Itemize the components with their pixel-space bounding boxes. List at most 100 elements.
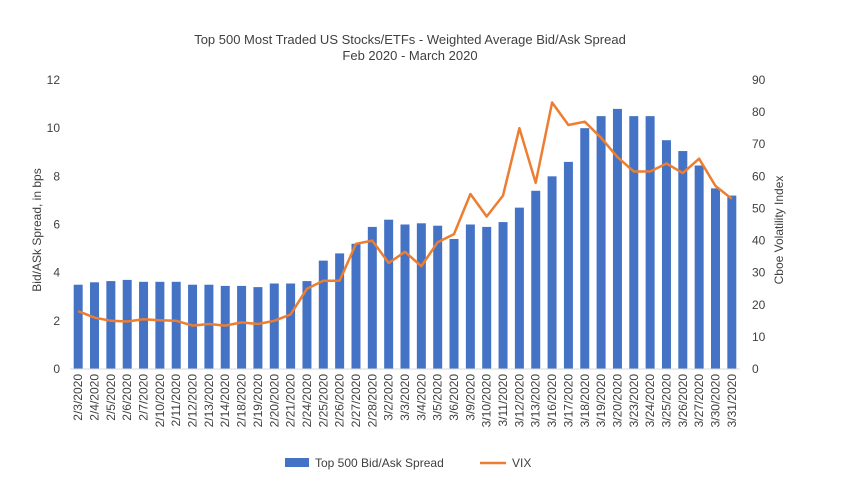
x-tick-label: 3/24/2020 [643, 374, 657, 428]
bar [335, 253, 345, 369]
bar [433, 225, 443, 369]
bar [220, 285, 230, 369]
legend: Top 500 Bid/Ask Spread VIX [285, 456, 531, 470]
x-tick-label: 3/5/2020 [431, 374, 445, 421]
y-axis-right: 0 10 20 30 40 50 60 70 80 90 [752, 73, 766, 376]
x-tick-label: 2/12/2020 [186, 374, 200, 428]
x-tick-label: 3/31/2020 [725, 374, 739, 428]
bar [286, 283, 296, 369]
x-tick-label: 3/26/2020 [676, 374, 690, 428]
bar [514, 207, 524, 369]
y-tick-right: 10 [752, 330, 766, 344]
x-tick-label: 2/21/2020 [284, 374, 298, 428]
x-tick-label: 2/7/2020 [137, 374, 151, 421]
line-series [77, 101, 733, 327]
bar [694, 165, 704, 369]
x-tick-label: 2/6/2020 [120, 374, 134, 421]
x-tick-label: 2/20/2020 [267, 374, 281, 428]
bar [139, 281, 149, 369]
bar [645, 116, 655, 369]
vix-line [77, 101, 733, 327]
bar [188, 284, 198, 369]
bar [204, 284, 214, 369]
bar [629, 116, 639, 369]
bar [661, 140, 671, 369]
bar [678, 151, 688, 369]
y-tick-right: 0 [752, 362, 759, 376]
y-tick-left: 6 [53, 218, 60, 232]
y-tick-right: 60 [752, 169, 766, 183]
x-tick-label: 2/3/2020 [71, 374, 85, 421]
y-tick-right: 70 [752, 137, 766, 151]
y-axis-label-right: Cboe Volatility Index [772, 176, 786, 285]
bar [90, 282, 100, 369]
x-tick-label: 2/24/2020 [300, 374, 314, 428]
bar [400, 224, 410, 369]
x-tick-label: 3/6/2020 [447, 374, 461, 421]
x-tick-label: 3/11/2020 [496, 374, 510, 427]
bar [73, 284, 83, 369]
x-tick-label: 3/16/2020 [545, 374, 559, 428]
bar [122, 279, 132, 369]
x-tick-label: 2/10/2020 [153, 374, 167, 428]
bar [531, 190, 541, 369]
bar [710, 188, 720, 369]
x-tick-label: 2/27/2020 [349, 374, 363, 428]
bar-series [73, 108, 737, 370]
x-tick-label: 3/4/2020 [414, 374, 428, 421]
bar [498, 222, 508, 369]
x-tick-label: 3/20/2020 [610, 374, 624, 428]
bar [547, 176, 557, 369]
x-tick-label: 2/18/2020 [235, 374, 249, 428]
x-tick-label: 2/26/2020 [333, 374, 347, 428]
x-tick-label: 3/13/2020 [529, 374, 543, 428]
bar [367, 226, 377, 369]
x-tick-label: 3/19/2020 [594, 374, 608, 428]
x-tick-label: 2/19/2020 [251, 374, 265, 428]
x-tick-label: 3/27/2020 [692, 374, 706, 428]
x-tick-label: 3/17/2020 [561, 374, 575, 428]
bar [171, 281, 181, 369]
x-tick-label: 2/4/2020 [88, 374, 102, 421]
bar [482, 226, 492, 369]
bar [596, 116, 606, 369]
x-tick-label: 3/25/2020 [660, 374, 674, 428]
y-tick-left: 10 [47, 121, 61, 135]
y-axis-left: 0 2 4 6 8 10 12 [47, 73, 61, 376]
legend-swatch-bars [285, 458, 309, 467]
y-tick-left: 0 [53, 362, 60, 376]
x-tick-label: 3/2/2020 [382, 374, 396, 421]
x-tick-label: 2/5/2020 [104, 374, 118, 421]
y-tick-right: 80 [752, 105, 766, 119]
x-tick-label: 2/25/2020 [316, 374, 330, 428]
bar [318, 260, 328, 369]
bar [237, 285, 247, 369]
chart-subtitle: Feb 2020 - March 2020 [342, 48, 477, 63]
y-tick-right: 40 [752, 234, 766, 248]
y-tick-left: 2 [53, 314, 60, 328]
y-tick-left: 8 [53, 169, 60, 183]
bar [253, 287, 263, 369]
y-tick-right: 90 [752, 73, 766, 87]
x-tick-label: 2/13/2020 [202, 374, 216, 428]
y-tick-left: 4 [53, 266, 60, 280]
bar [269, 283, 279, 369]
bar [302, 281, 312, 369]
x-tick-label: 2/11/2020 [169, 374, 183, 427]
x-tick-label: 3/10/2020 [480, 374, 494, 428]
bar [384, 219, 394, 369]
y-tick-right: 50 [752, 201, 766, 215]
x-tick-label: 2/14/2020 [218, 374, 232, 428]
bar [612, 108, 622, 370]
legend-label-bars: Top 500 Bid/Ask Spread [315, 456, 444, 470]
x-tick-label: 3/18/2020 [578, 374, 592, 428]
chart-title: Top 500 Most Traded US Stocks/ETFs - Wei… [194, 32, 626, 47]
y-tick-right: 20 [752, 298, 766, 312]
bar [727, 195, 737, 369]
bar [580, 128, 590, 369]
y-tick-left: 12 [47, 73, 61, 87]
y-tick-right: 30 [752, 266, 766, 280]
bar [106, 281, 116, 369]
